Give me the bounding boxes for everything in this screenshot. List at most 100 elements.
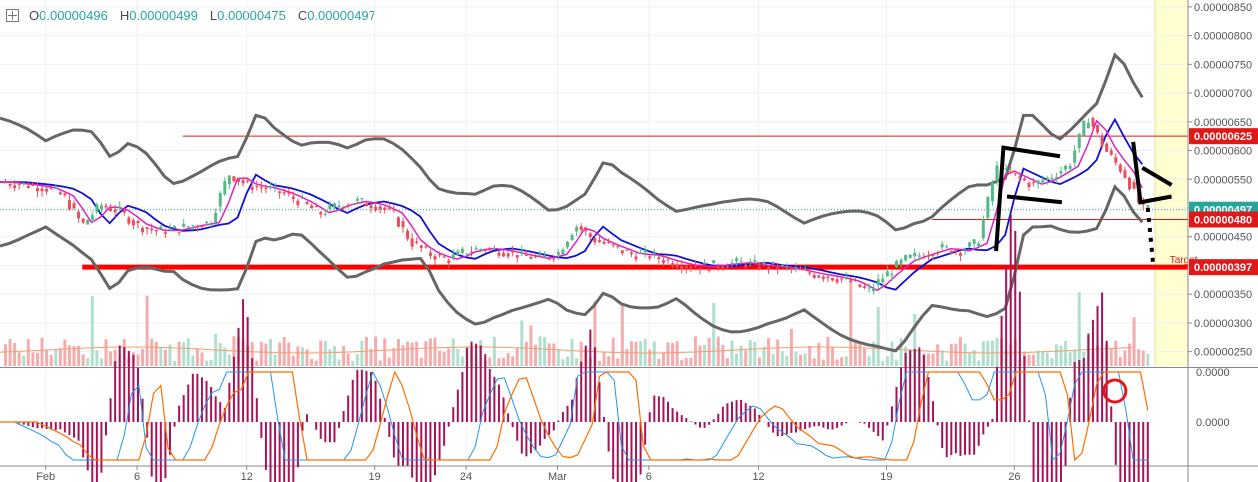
volume-bar (821, 359, 825, 366)
candle-body (862, 286, 866, 288)
candle-body (661, 259, 665, 264)
volume-bar (913, 313, 917, 366)
candle-body (949, 251, 953, 254)
volume-bar (1073, 349, 1077, 366)
volume-bar (735, 353, 739, 366)
volume-bar (977, 360, 981, 366)
candle-body (355, 198, 359, 201)
volume-bar (396, 338, 400, 366)
volume-bar (136, 354, 140, 366)
candle-body (579, 226, 583, 230)
candle-body (502, 253, 506, 257)
candle-body (872, 287, 876, 292)
candle-body (163, 232, 167, 234)
volume-bar (58, 348, 62, 366)
volume-bar (894, 360, 898, 366)
volume-bar (693, 336, 697, 366)
candle-body (748, 261, 752, 263)
candle-body (90, 215, 94, 220)
volume-bar (835, 359, 839, 366)
x-tick-label: 24 (460, 471, 472, 482)
volume-bar (958, 337, 962, 366)
volume-bar (872, 341, 876, 366)
candle-body (552, 258, 556, 260)
candle-body (250, 187, 254, 190)
volume-bar (803, 353, 807, 366)
volume-bar (291, 355, 295, 366)
candle-body (876, 279, 880, 285)
candle-body (963, 249, 967, 252)
volume-bar (410, 342, 414, 366)
candle-body (214, 212, 218, 223)
candle-body (529, 257, 533, 259)
volume-bar (492, 336, 496, 366)
candle-body (13, 185, 17, 189)
candle-body (885, 271, 889, 277)
candle-body (273, 185, 277, 188)
volume-bar (543, 337, 547, 366)
candle-body (1036, 180, 1040, 184)
volume-bar (575, 358, 579, 366)
volume-bar (1109, 347, 1113, 366)
candle-body (762, 262, 766, 264)
candle-body (1109, 150, 1113, 155)
volume-bar (186, 338, 190, 366)
candle-body (995, 165, 999, 182)
candle-body (54, 187, 58, 189)
volume-bar (17, 352, 21, 366)
volume-bar (520, 320, 524, 366)
candle-body (1086, 122, 1090, 129)
volume-bar (1132, 317, 1136, 366)
volume-bar (195, 348, 199, 366)
candle-body (625, 249, 629, 251)
volume-bar (698, 345, 702, 366)
macd-cross-marker (1102, 378, 1128, 404)
volume-bar (671, 343, 675, 366)
volume-bar (314, 360, 318, 366)
volume-bar (1054, 344, 1058, 366)
volume-bar (579, 341, 583, 366)
volume-bar (337, 359, 341, 366)
volume-bar (515, 347, 519, 366)
candle-body (104, 205, 108, 208)
volume-bar (104, 339, 108, 366)
candle-body (844, 277, 848, 279)
volume-bar (113, 349, 117, 366)
candle-body (433, 256, 437, 260)
volume-bar (817, 343, 821, 366)
volume-bar (885, 356, 889, 366)
volume-bar (657, 358, 661, 366)
candle-body (483, 249, 487, 251)
candle-body (538, 253, 542, 256)
volume-bar (629, 341, 633, 366)
volume-bar (995, 337, 999, 366)
candle-body (799, 269, 803, 271)
candle-body (392, 209, 396, 211)
expand-icon[interactable] (6, 9, 19, 22)
candle-body (1105, 143, 1109, 152)
candle-body (858, 284, 862, 288)
candle-body (360, 198, 364, 200)
volume-bar (607, 356, 611, 366)
y-tick-label: 0.00000800 (1194, 31, 1252, 43)
volume-bar (849, 278, 853, 366)
price-tag (1189, 259, 1258, 276)
candle-body (620, 250, 624, 254)
candle-body (136, 221, 140, 224)
candle-body (1096, 125, 1100, 133)
volume-bar (968, 352, 972, 366)
volume-bar (72, 345, 76, 366)
y-tick-label: 0.00000600 (1194, 146, 1252, 158)
volume-bar (1137, 349, 1141, 366)
volume-bar (287, 342, 291, 366)
volume-bar (762, 346, 766, 366)
volume-bar (273, 354, 277, 366)
volume-bar (415, 341, 419, 366)
volume-bar (182, 342, 186, 366)
candle-body (141, 228, 145, 233)
candle-body (616, 246, 620, 248)
volume-bar (13, 342, 17, 366)
candle-body (378, 206, 382, 210)
candle-body (936, 252, 940, 254)
